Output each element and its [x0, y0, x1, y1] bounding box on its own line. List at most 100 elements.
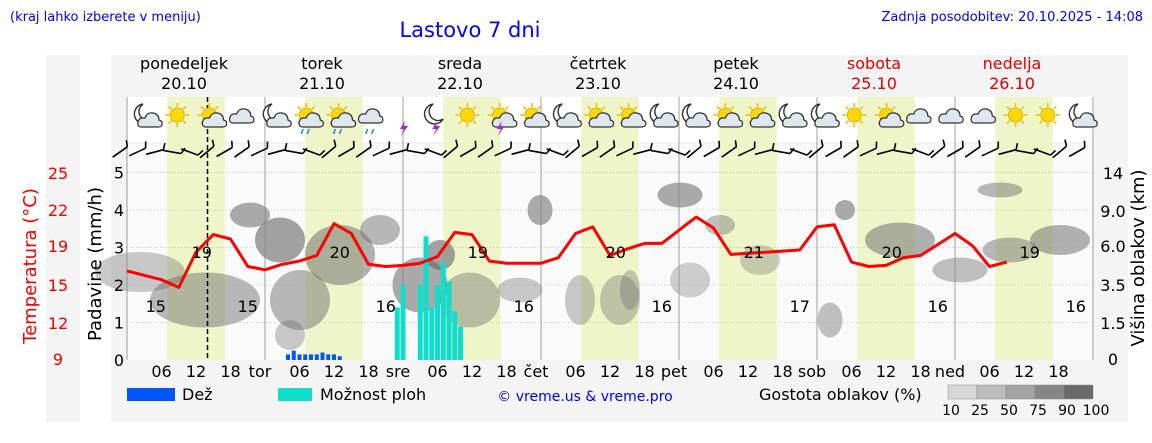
- cloud-height-tick: 14: [1103, 164, 1123, 183]
- wind-barb: [564, 139, 581, 159]
- cloud-density-cell: [270, 270, 330, 330]
- daylight-band: [719, 97, 777, 360]
- shower-bar: [452, 311, 458, 360]
- rain-bar: [337, 356, 342, 360]
- x-tick-label: pet: [661, 362, 687, 381]
- copyright-link[interactable]: © vreme.us & vreme.pro: [497, 389, 672, 405]
- temperature-data-label: 16: [1066, 297, 1086, 316]
- wind-barb: [1033, 148, 1057, 156]
- precipitation-tick: 5: [114, 164, 124, 183]
- x-tick-label: sre: [386, 362, 410, 381]
- daylight-band: [167, 97, 225, 360]
- cloud-icon: [906, 108, 932, 124]
- wind-barb: [930, 139, 946, 159]
- precipitation-tick: 3: [114, 239, 124, 258]
- cloud-icon: [938, 108, 964, 124]
- sun-lightning-cloud-icon: [487, 103, 518, 136]
- wind-barb: [267, 142, 288, 156]
- day-name: sobota: [847, 54, 901, 73]
- wind-barb: [321, 139, 337, 159]
- x-tick-label: 06: [427, 362, 447, 381]
- sun-cloud-icon: [616, 103, 647, 128]
- wind-barb: [668, 148, 691, 156]
- wind-barb: [233, 140, 250, 158]
- wind-barb: [981, 141, 1000, 157]
- x-tick-label: 06: [289, 362, 309, 381]
- cloud-height-tick: 6.0: [1100, 237, 1125, 256]
- cloud-density-scale: 10 25 50 75 90 100: [942, 384, 1109, 419]
- density-swatch: [947, 384, 978, 400]
- shower-bar: [435, 285, 440, 360]
- wind-barb: [459, 140, 477, 158]
- shower-bar: [440, 262, 446, 360]
- day-date: 21.10: [299, 74, 345, 93]
- x-tick-label: 18: [496, 362, 516, 381]
- x-tick-label: 06: [841, 362, 861, 381]
- moon-lightning-icon: [423, 103, 444, 136]
- wind-barb: [703, 140, 721, 158]
- wind-barb: [633, 142, 653, 156]
- cloud-density-cell: [670, 262, 710, 298]
- sun-cloud-icon: [745, 103, 776, 128]
- x-tick-label: 18: [358, 362, 378, 381]
- sun-icon: [165, 103, 190, 127]
- wind-barb: [302, 148, 326, 156]
- temperature-data-label: 19: [468, 243, 488, 262]
- cloud-icon: [228, 108, 255, 124]
- rain-bar: [332, 354, 336, 360]
- day-name: petek: [713, 54, 759, 73]
- day-date: 26.10: [989, 74, 1035, 93]
- day-name: torek: [301, 54, 343, 73]
- wind-barb: [947, 140, 964, 158]
- wind-barb: [355, 140, 372, 158]
- density-tick: 90: [1058, 403, 1076, 419]
- moon-cloud-icon: [778, 103, 808, 128]
- sun-icon: [1035, 103, 1060, 127]
- sun-icon: [842, 103, 867, 127]
- day-name: četrtek: [570, 54, 628, 73]
- x-tick-label: 18: [910, 362, 930, 381]
- wind-barb: [443, 139, 459, 159]
- wind-barb: [338, 140, 355, 158]
- wind-barb: [599, 140, 616, 158]
- wind-barb: [772, 147, 795, 155]
- rain-bar: [297, 354, 302, 360]
- rain-bar: [309, 354, 313, 360]
- density-tick: 50: [1000, 403, 1018, 419]
- last-updated: Zadnja posodobitev: 20.10.2025 - 14:08: [881, 10, 1143, 25]
- sun-cloud-icon: [197, 103, 228, 128]
- sun-cloud-icon: [584, 103, 615, 128]
- sun-icon: [1003, 103, 1028, 127]
- x-tick-label: 18: [220, 362, 240, 381]
- rain-bar: [326, 354, 331, 360]
- x-tick-label: 12: [186, 362, 206, 381]
- cloud-density-cell: [255, 217, 305, 263]
- cloud-density-legend-label: Gostota oblakov (%): [759, 385, 922, 404]
- wind-barb: [998, 142, 1019, 156]
- cloud-density-cell: [705, 215, 735, 235]
- x-tick-label: 06: [703, 362, 723, 381]
- x-tick-label: 12: [462, 362, 482, 381]
- wind-barb: [112, 140, 129, 158]
- density-tick: 75: [1029, 403, 1047, 419]
- wind-barb: [145, 142, 166, 156]
- wind-barb: [808, 139, 824, 159]
- cloud-density-cell: [305, 225, 375, 285]
- sun-cloud-icon: [874, 103, 905, 128]
- wind-barb: [424, 148, 448, 156]
- x-tick-label: čet: [524, 362, 549, 381]
- wind-barb: [581, 140, 599, 158]
- day-date: 25.10: [851, 74, 897, 93]
- shower-bar: [394, 307, 400, 360]
- moon-cloud-icon: [1068, 103, 1098, 128]
- wind-barb: [754, 142, 775, 156]
- region-hint-link[interactable]: (kraj lahko izberete v meniju): [10, 10, 201, 25]
- rain-bar: [320, 352, 325, 360]
- precipitation-tick: 2: [114, 276, 124, 295]
- temperature-tick: 22: [48, 201, 68, 220]
- x-tick-label: 12: [324, 362, 344, 381]
